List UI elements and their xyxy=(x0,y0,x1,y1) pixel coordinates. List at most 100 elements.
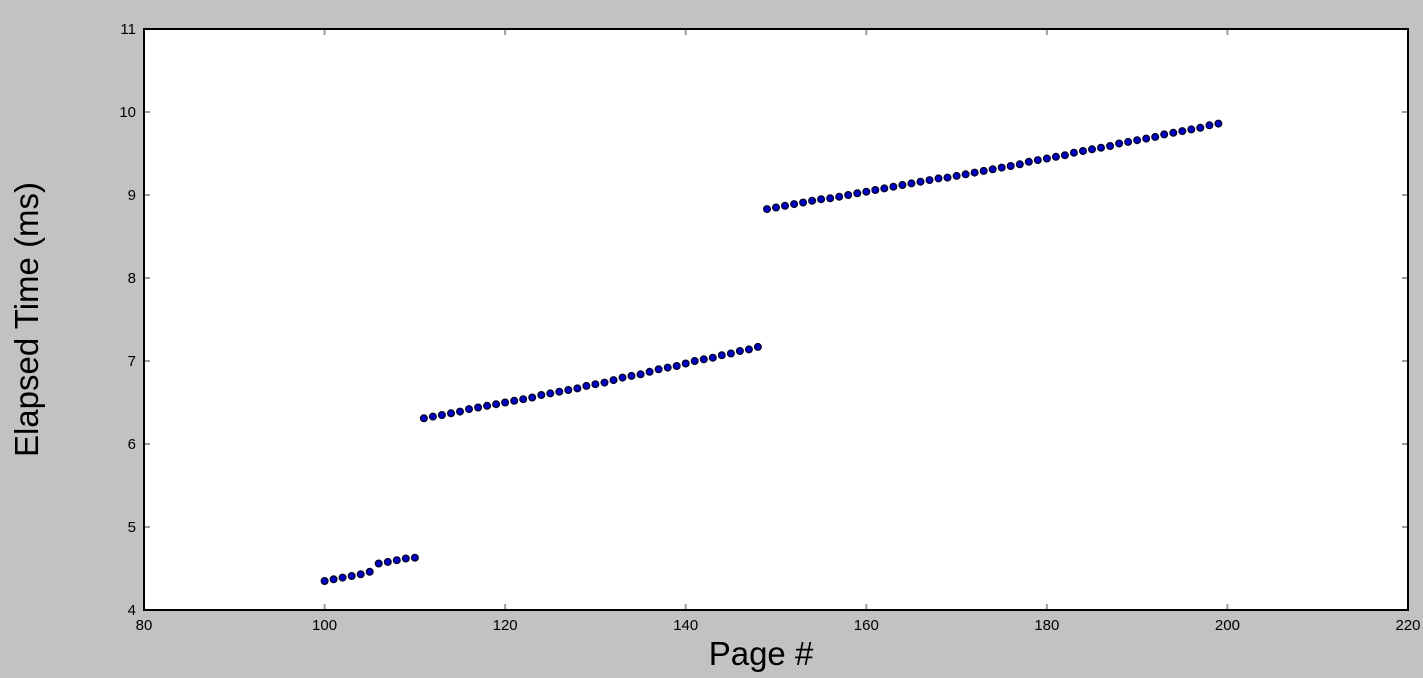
data-point xyxy=(447,409,456,418)
data-point xyxy=(483,401,492,410)
x-tick-label: 160 xyxy=(854,617,879,634)
data-point xyxy=(726,349,735,358)
data-point xyxy=(329,575,338,584)
data-point xyxy=(1024,157,1033,166)
data-point xyxy=(717,351,726,360)
data-point xyxy=(501,398,510,407)
data-point xyxy=(609,376,618,385)
data-point xyxy=(780,201,789,210)
data-point xyxy=(636,370,645,379)
data-point xyxy=(1060,151,1069,160)
data-point xyxy=(916,177,925,186)
data-point xyxy=(979,166,988,175)
data-point xyxy=(1078,147,1087,156)
data-point xyxy=(1015,160,1024,169)
y-tick-label: 8 xyxy=(128,270,136,287)
data-point xyxy=(925,176,934,185)
data-point xyxy=(1133,136,1142,145)
data-point xyxy=(997,163,1006,172)
y-tick-label: 10 xyxy=(119,104,136,121)
data-point xyxy=(663,363,672,372)
data-points-series xyxy=(320,119,1223,585)
data-point xyxy=(771,203,780,212)
x-tick-label: 220 xyxy=(1395,617,1420,634)
data-point xyxy=(988,165,997,174)
data-point xyxy=(744,345,753,354)
data-point xyxy=(880,184,889,193)
y-tick-label: 4 xyxy=(128,602,136,619)
data-point xyxy=(943,173,952,182)
data-point xyxy=(510,396,519,405)
data-point xyxy=(970,168,979,177)
data-point xyxy=(1160,130,1169,139)
data-point xyxy=(753,342,762,351)
data-point xyxy=(537,391,546,400)
data-point xyxy=(1069,148,1078,157)
data-point xyxy=(356,570,365,579)
data-point xyxy=(1106,142,1115,151)
y-tick-label: 5 xyxy=(128,519,136,536)
data-point xyxy=(853,189,862,198)
data-point xyxy=(564,386,573,395)
data-point xyxy=(591,380,600,389)
data-point xyxy=(519,395,528,404)
data-point xyxy=(898,181,907,190)
data-point xyxy=(654,365,663,374)
data-point xyxy=(600,378,609,387)
data-point xyxy=(1142,134,1151,143)
data-point xyxy=(672,362,681,371)
data-point xyxy=(347,571,356,580)
plot-box-border xyxy=(143,28,1409,611)
data-point xyxy=(934,174,943,183)
data-point xyxy=(1178,127,1187,136)
data-point xyxy=(410,553,419,562)
y-axis-tick-labels: 4 5 6 7 8 9 10 11 xyxy=(119,21,136,619)
data-point xyxy=(1096,143,1105,152)
data-point xyxy=(1187,125,1196,134)
x-tick-label: 120 xyxy=(493,617,518,634)
data-point xyxy=(889,182,898,191)
data-point xyxy=(952,171,961,180)
data-point xyxy=(428,412,437,421)
data-point xyxy=(907,179,916,188)
data-point xyxy=(627,371,636,380)
data-point xyxy=(528,393,537,402)
data-point xyxy=(961,170,970,179)
data-point xyxy=(1124,137,1133,146)
data-point xyxy=(790,200,799,209)
data-point xyxy=(383,557,392,566)
data-point xyxy=(871,186,880,195)
data-point xyxy=(1205,121,1214,130)
x-axis-label: Page # xyxy=(709,635,814,672)
y-tick-label: 6 xyxy=(128,436,136,453)
y-tick-label: 11 xyxy=(120,21,136,38)
data-point xyxy=(844,191,853,200)
data-point xyxy=(492,400,501,409)
data-point xyxy=(374,559,383,568)
data-point xyxy=(690,357,699,366)
data-point xyxy=(762,205,771,214)
data-point xyxy=(799,198,808,207)
data-point xyxy=(456,407,465,416)
data-point xyxy=(1214,119,1223,128)
data-point xyxy=(817,195,826,204)
data-point xyxy=(681,359,690,368)
x-tick-label: 200 xyxy=(1215,617,1240,634)
x-tick-label: 180 xyxy=(1034,617,1059,634)
data-point xyxy=(699,355,708,364)
data-point xyxy=(582,381,591,390)
data-point xyxy=(365,567,374,576)
data-point xyxy=(401,554,410,563)
data-point xyxy=(1033,156,1042,165)
data-point xyxy=(573,384,582,393)
data-point xyxy=(808,196,817,205)
data-point xyxy=(735,347,744,356)
data-point xyxy=(618,373,627,382)
x-tick-label: 100 xyxy=(312,617,337,634)
data-point xyxy=(826,194,835,203)
data-point xyxy=(1169,128,1178,137)
data-point xyxy=(465,405,474,414)
data-point xyxy=(645,367,654,376)
